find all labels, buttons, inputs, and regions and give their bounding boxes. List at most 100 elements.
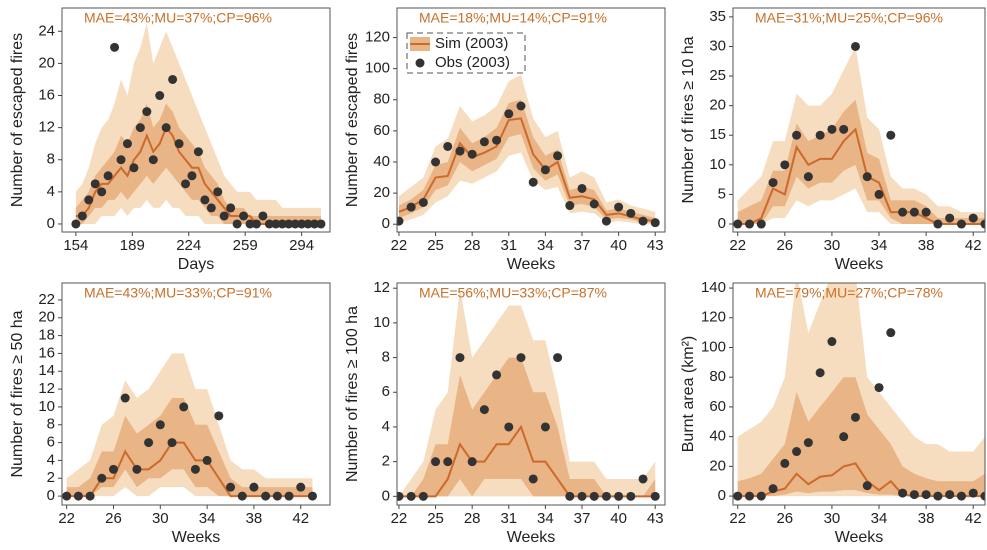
- band: [737, 377, 985, 497]
- band: [737, 99, 985, 225]
- y-tick-label: 22: [38, 291, 55, 308]
- y-tick-label: 100: [365, 60, 390, 77]
- obs-point: [431, 157, 441, 167]
- y-tick-label: 10: [38, 398, 55, 415]
- x-tick-label: 189: [120, 237, 145, 254]
- y-tick-label: 100: [701, 338, 726, 355]
- y-tick-label: 120: [701, 309, 726, 326]
- obs-point: [97, 473, 107, 483]
- obs-point: [565, 201, 575, 211]
- obs-point: [577, 183, 587, 193]
- obs-point: [980, 491, 985, 501]
- obs-point: [120, 393, 130, 403]
- frame: [732, 282, 986, 506]
- obs-point: [768, 178, 778, 188]
- y-tick-label: 0: [47, 487, 55, 504]
- x-tick-label: 224: [176, 237, 201, 254]
- y-tick-label: 20: [38, 54, 55, 71]
- obs-point: [733, 491, 743, 501]
- obs-point: [284, 219, 294, 229]
- obs-point: [168, 74, 178, 84]
- obs-point: [540, 165, 550, 175]
- obs-point: [397, 491, 404, 501]
- obs-point: [161, 123, 171, 133]
- y-tick-label: 35: [709, 8, 726, 25]
- annotation: MAE=56%;MU=33%;CP=87%: [419, 285, 607, 301]
- obs-point: [565, 491, 575, 501]
- plot-area: [733, 283, 985, 501]
- x-tick-label: 34: [537, 237, 554, 254]
- obs-point: [614, 491, 624, 501]
- obs-point: [886, 130, 896, 140]
- band: [398, 357, 656, 497]
- obs-point: [756, 491, 766, 501]
- x-tick-label: 26: [105, 510, 122, 527]
- y-tick-label: 5: [718, 185, 726, 202]
- obs-point: [638, 216, 648, 226]
- obs-point: [589, 199, 599, 209]
- obs-point: [945, 490, 955, 500]
- obs-point: [956, 491, 966, 501]
- x-tick-label: 294: [289, 237, 314, 254]
- obs-point: [261, 491, 271, 501]
- obs-point: [815, 130, 825, 140]
- obs-point: [155, 420, 165, 430]
- frame: [396, 7, 666, 233]
- obs-point: [193, 147, 203, 157]
- obs-point: [316, 219, 326, 229]
- obs-point: [187, 171, 197, 181]
- y-tick-label: 0: [382, 215, 390, 232]
- obs-point: [226, 203, 236, 213]
- obs-point: [886, 328, 896, 338]
- obs-point: [479, 137, 489, 147]
- y-tick-label: 20: [38, 309, 55, 326]
- y-tick-label: 0: [382, 487, 390, 504]
- obs-point: [132, 464, 142, 474]
- legend-point: [415, 58, 425, 68]
- obs-point: [756, 219, 766, 229]
- legend-label: Obs (2003): [435, 54, 510, 71]
- obs-point: [492, 370, 502, 380]
- y-tick-label: 20: [373, 184, 390, 201]
- y-tick-label: 20: [709, 457, 726, 474]
- x-tick-label: 43: [647, 510, 664, 527]
- obs-point: [577, 491, 587, 501]
- obs-point: [839, 432, 849, 442]
- y-tick-label: 12: [38, 380, 55, 397]
- obs-point: [479, 405, 489, 415]
- annotation: MAE=79%;MU=27%;CP=78%: [755, 285, 943, 301]
- y-tick-label: 10: [709, 156, 726, 173]
- y-tick-label: 120: [365, 29, 390, 46]
- obs-point: [898, 207, 908, 217]
- panel: 0 2 4 6 8 10 12 22 25 28 31 34 37 40 43 Weeks Number of …: [344, 279, 666, 546]
- obs-point: [780, 160, 790, 170]
- obs-point: [272, 491, 282, 501]
- panel: 0 20 40 60 80 100 120 22 25 28 31 34 37 40 43 Weeks Numb…: [344, 7, 666, 273]
- x-tick-label: 42: [965, 237, 982, 254]
- obs-point: [980, 219, 985, 229]
- obs-point: [245, 219, 255, 229]
- x-tick-label: 259: [233, 237, 258, 254]
- obs-point: [213, 187, 223, 197]
- obs-point: [614, 202, 624, 212]
- sim-line: [737, 462, 985, 498]
- obs-point: [77, 211, 87, 221]
- x-axis-label: Weeks: [835, 256, 884, 273]
- obs-point: [803, 172, 813, 182]
- obs-point: [303, 219, 313, 229]
- obs-point: [122, 139, 132, 149]
- obs-point: [528, 177, 538, 187]
- y-tick-label: 15: [709, 126, 726, 143]
- obs-point: [455, 146, 465, 156]
- frame: [61, 282, 331, 506]
- obs-point: [297, 219, 307, 229]
- obs-point: [733, 219, 743, 229]
- y-tick-label: 10: [373, 314, 390, 331]
- obs-point: [406, 491, 416, 501]
- obs-point: [650, 218, 660, 228]
- y-tick-label: 60: [709, 398, 726, 415]
- y-tick-label: 4: [47, 183, 55, 200]
- y-tick-label: 0: [718, 215, 726, 232]
- obs-point: [553, 151, 563, 161]
- x-tick-label: 31: [500, 510, 517, 527]
